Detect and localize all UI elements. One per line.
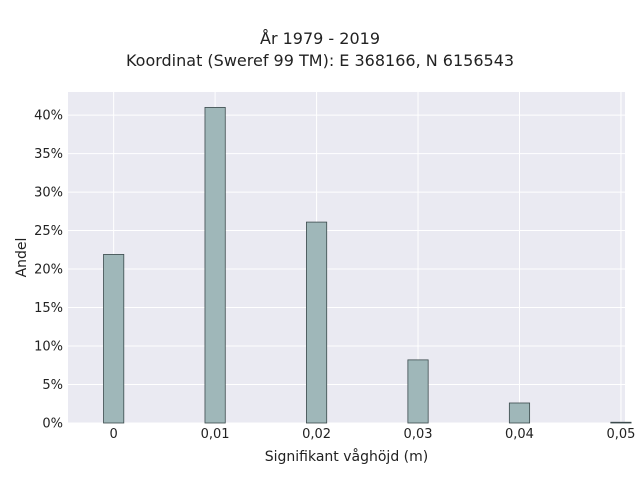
chart-subtitle: Koordinat (Sweref 99 TM): E 368166, N 61… bbox=[125, 51, 515, 70]
chart-title: År 1979 - 2019 bbox=[260, 29, 380, 48]
y-tick-label: 25% bbox=[34, 224, 63, 239]
bar bbox=[610, 421, 632, 424]
y-tick-label: 10% bbox=[34, 340, 63, 355]
bar bbox=[103, 254, 125, 424]
y-tick-label: 20% bbox=[34, 263, 63, 278]
x-axis-ticks: 0 0,01 0,02 0,03 0,04 0,05 bbox=[110, 427, 636, 442]
x-tick-label: 0 bbox=[110, 427, 118, 442]
x-tick-label: 0,03 bbox=[404, 427, 433, 442]
x-tick-label: 0,01 bbox=[201, 427, 230, 442]
bar bbox=[306, 221, 328, 424]
x-tick-label: 0,05 bbox=[606, 427, 635, 442]
y-tick-label: 0% bbox=[42, 417, 63, 432]
x-tick-label: 0,04 bbox=[505, 427, 534, 442]
y-axis-label: Andel bbox=[14, 238, 30, 278]
bar bbox=[407, 359, 429, 424]
x-tick-label: 0,02 bbox=[302, 427, 331, 442]
x-axis-label: Signifikant våghöjd (m) bbox=[265, 448, 428, 465]
y-tick-label: 5% bbox=[42, 378, 63, 393]
bar bbox=[204, 106, 226, 424]
y-axis-ticks: 0% 5% 10% 15% 20% 25% 30% 35% 40% bbox=[34, 109, 63, 432]
y-tick-label: 35% bbox=[34, 147, 63, 162]
plot-area bbox=[68, 92, 625, 423]
bars bbox=[103, 106, 632, 424]
y-tick-label: 15% bbox=[34, 301, 63, 316]
bar bbox=[508, 402, 531, 424]
y-tick-label: 30% bbox=[34, 186, 63, 201]
y-tick-label: 40% bbox=[34, 109, 63, 124]
